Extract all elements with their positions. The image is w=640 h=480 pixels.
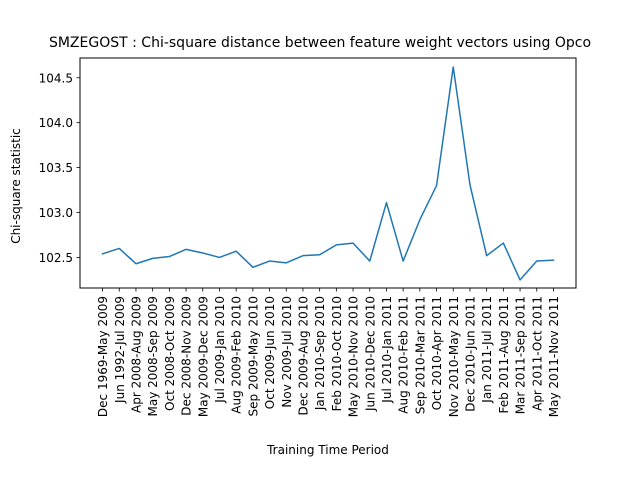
x-tick-label: Aug 2009-Feb 2010 bbox=[230, 296, 244, 414]
x-tick-label: Jan 2010-Sep 2010 bbox=[313, 296, 327, 411]
x-tick-label: Feb 2010-Oct 2010 bbox=[330, 296, 344, 411]
plot-area: 102.5 103.0 103.5 104.0 104.5 Dec 1969-May 20… bbox=[39, 57, 577, 417]
x-tick-label: May 2010-Nov 2010 bbox=[347, 296, 361, 417]
x-tick-label: Dec 2008-Nov 2009 bbox=[180, 296, 194, 416]
x-tick-label: Dec 2010-Jun 2011 bbox=[463, 296, 477, 412]
x-tick-label: Apr 2008-Aug 2009 bbox=[129, 296, 143, 413]
x-tick-label: Sep 2010-Mar 2011 bbox=[413, 296, 427, 414]
x-axis-label: Training Time Period bbox=[266, 443, 389, 457]
chart-title: SMZEGOST : Chi-square distance between f… bbox=[49, 35, 591, 51]
y-axis-label: Chi-square statistic bbox=[9, 128, 23, 244]
x-tick-label: Feb 2011-Aug 2011 bbox=[497, 296, 511, 413]
x-tick-label: Apr 2011-Oct 2011 bbox=[530, 296, 544, 411]
x-tick-label: Oct 2009-Jun 2010 bbox=[263, 296, 277, 409]
x-tick-label: Jul 2010-Jan 2011 bbox=[380, 296, 394, 404]
x-tick-label: May 2011-Nov 2011 bbox=[547, 296, 561, 417]
x-tick-label: Oct 2008-Oct 2009 bbox=[163, 296, 177, 411]
x-tick-label: May 2009-Dec 2009 bbox=[196, 296, 210, 417]
x-tick-label: Jun 2010-Dec 2010 bbox=[363, 296, 377, 412]
series-line-0 bbox=[101, 66, 555, 281]
x-tick-label: May 2008-Sep 2009 bbox=[146, 296, 160, 416]
y-tick-label: 102.5 bbox=[39, 251, 73, 265]
x-tick-label: Dec 1969-May 2009 bbox=[96, 296, 110, 417]
y-tick-label: 103.5 bbox=[39, 161, 73, 175]
y-tick-label: 104.0 bbox=[39, 116, 73, 130]
x-tick-label: Sep 2009-May 2010 bbox=[246, 296, 260, 416]
y-tick-label: 104.5 bbox=[39, 71, 73, 85]
x-tick-label: Oct 2010-Apr 2011 bbox=[430, 296, 444, 410]
x-tick-label: Nov 2009-Jul 2010 bbox=[280, 296, 294, 408]
x-tick-label: Aug 2010-Feb 2011 bbox=[397, 296, 411, 414]
x-tick-label: Mar 2011-Sep 2011 bbox=[514, 296, 528, 414]
axes-frame bbox=[79, 57, 577, 289]
x-tick-label: Jul 2009-Jan 2010 bbox=[213, 296, 227, 404]
x-tick-label: Nov 2010-May 2011 bbox=[447, 296, 461, 417]
x-tick-label: Dec 2009-Aug 2010 bbox=[296, 296, 310, 415]
x-tick-label: Jun 1992-Jul 2009 bbox=[113, 296, 127, 404]
y-tick-label: 103.0 bbox=[39, 206, 73, 220]
x-tick-label: Jan 2011-Jul 2011 bbox=[480, 296, 494, 404]
